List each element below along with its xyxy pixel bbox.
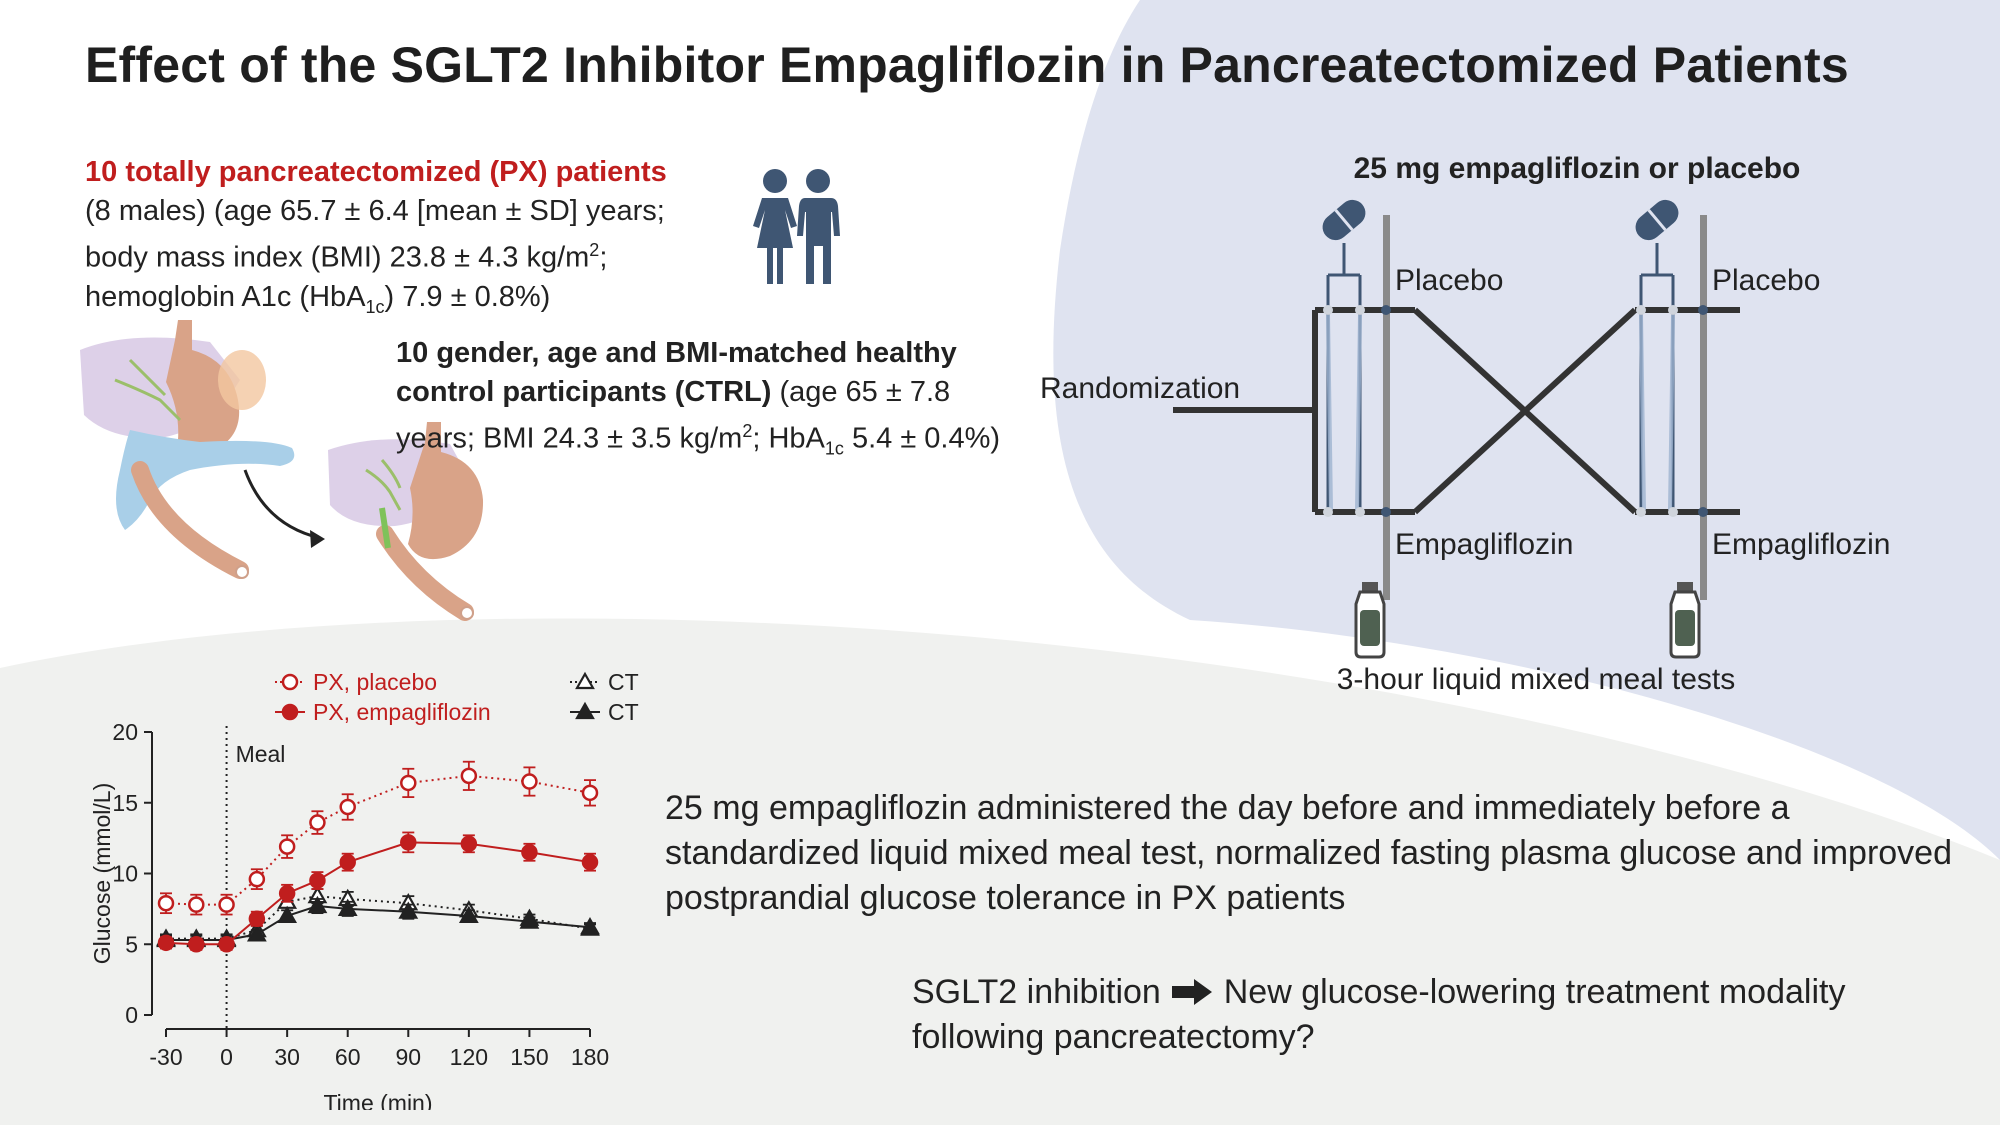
x-tick-label: 30	[274, 1044, 300, 1070]
data-point-ctrl-empagliflozin	[246, 924, 267, 942]
data-point-px-empagliflozin	[248, 910, 266, 928]
anatomy-after	[328, 422, 484, 621]
y-axis-label: Glucose (mmol/L)	[89, 783, 115, 964]
anatomy-illustration	[80, 320, 484, 621]
y-tick-label: 0	[125, 1002, 138, 1028]
pill-timeline-1	[1322, 199, 1391, 517]
legend-marker	[281, 703, 299, 721]
x-tick-label: 150	[510, 1044, 548, 1070]
data-point-px-empagliflozin	[188, 936, 205, 953]
pill-timeline-2	[1635, 199, 1708, 517]
glucose-chart: 0 5 10 15 20 -30 0 30 60 90 120 150 180 Time (min) Glu…	[89, 669, 640, 1110]
y-tick-label: 5	[125, 931, 138, 957]
design-header: 25 mg empagliflozin or placebo	[1354, 152, 1801, 185]
anatomy-before	[80, 320, 295, 579]
y-tick-label: 10	[112, 861, 138, 887]
x-tick-label: 180	[571, 1044, 609, 1070]
pill-icon	[1635, 199, 1679, 241]
ctrl-group-heading: 10 gender, age and BMI-matched healthy	[396, 337, 957, 369]
data-point-px-empagliflozin	[460, 835, 478, 853]
data-point-ctrl-empagliflozin	[519, 911, 540, 929]
drink-bottle-icon	[1669, 582, 1701, 659]
right-arrow-icon	[1172, 979, 1213, 1005]
data-point-px-empagliflozin	[278, 885, 296, 902]
drink-bottle-icon	[1354, 582, 1386, 659]
data-point-ctrl-empagliflozin	[307, 895, 328, 914]
question-post: New glucose-lowering treatment modality …	[912, 973, 1846, 1056]
px-group-line3: hemoglobin A1c (HbA1c) 7.9 ± 0.8%)	[85, 280, 551, 317]
data-point-px-placebo	[248, 870, 266, 888]
data-point-px-placebo	[460, 767, 478, 785]
data-point-px-placebo	[521, 773, 538, 790]
data-point-ctrl-empagliflozin	[580, 917, 600, 935]
data-point-px-placebo	[339, 798, 356, 816]
meal-label: Meal	[236, 741, 286, 767]
ctrl-group-line2: control participants (CTRL) (age 65 ± 7.…	[396, 376, 951, 408]
study-design-diagram: 25 mg empagliflozin or placebo Randomiza…	[1040, 152, 1890, 696]
data-point-px-empagliflozin	[400, 834, 417, 851]
data-point-ctrl-empagliflozin	[398, 901, 419, 919]
px-group-line1: (8 males) (age 65.7 ± 6.4 [mean ± SD] ye…	[85, 195, 665, 227]
data-point-px-placebo	[218, 896, 235, 913]
placebo-label-1: Placebo	[1395, 264, 1503, 297]
px-group-line2: body mass index (BMI) 23.8 ± 4.3 kg/m2;	[85, 240, 608, 274]
data-point-px-empagliflozin	[521, 844, 538, 861]
data-point-px-empagliflozin	[157, 934, 175, 952]
data-point-px-empagliflozin	[309, 872, 326, 889]
y-tick-label: 20	[112, 719, 138, 745]
data-point-px-placebo	[278, 838, 296, 855]
placebo-label-2: Placebo	[1712, 264, 1820, 297]
ctrl-group-description: 10 gender, age and BMI-matched healthy c…	[396, 334, 1036, 468]
x-tick-label: 0	[220, 1044, 233, 1070]
pill-icon	[1322, 199, 1366, 241]
data-point-ctrl-empagliflozin	[458, 905, 479, 924]
question-pre: SGLT2 inhibition	[912, 973, 1161, 1011]
ctrl-group-line3: years; BMI 24.3 ± 3.5 kg/m2; HbA1c 5.4 ±…	[396, 421, 1001, 459]
legend-marker	[575, 671, 595, 690]
legend-label: PX, placebo	[313, 669, 437, 695]
data-point-px-placebo	[581, 784, 599, 802]
legend-label: PX, empagliflozin	[313, 699, 491, 725]
data-point-ctrl-empagliflozin	[277, 905, 298, 924]
series-line-ctrl-placebo	[166, 895, 591, 940]
x-tick-label: 90	[395, 1044, 421, 1070]
legend-marker	[281, 673, 299, 691]
data-point-px-placebo	[157, 894, 175, 912]
empagliflozin-label-1: Empagliflozin	[1395, 528, 1573, 561]
legend-marker	[575, 701, 595, 720]
data-point-px-empagliflozin	[339, 853, 356, 871]
legend-label: CTRL, empagliflozin	[608, 699, 640, 725]
data-point-ctrl-empagliflozin	[337, 898, 358, 916]
randomization-label: Randomization	[1040, 372, 1240, 405]
x-tick-label: 120	[450, 1044, 488, 1070]
y-tick-label: 15	[112, 790, 138, 816]
people-icon	[753, 169, 840, 284]
x-tick-label: -30	[149, 1044, 182, 1070]
px-group-description: 10 totally pancreatectomized (PX) patien…	[85, 153, 705, 326]
x-tick-label: 60	[335, 1044, 361, 1070]
data-point-px-placebo	[188, 896, 205, 913]
empagliflozin-label-2: Empagliflozin	[1712, 528, 1890, 561]
data-point-px-placebo	[400, 774, 417, 792]
px-group-heading: 10 totally pancreatectomized (PX) patien…	[85, 156, 667, 188]
data-point-px-placebo	[309, 814, 326, 831]
data-point-px-empagliflozin	[581, 853, 599, 871]
x-axis-label: Time (min)	[323, 1090, 432, 1110]
legend-label: CTRL, placebo	[608, 669, 640, 695]
conclusion-text: 25 mg empagliflozin administered the day…	[665, 789, 1953, 917]
data-point-px-empagliflozin	[218, 936, 235, 953]
page-title: Effect of the SGLT2 Inhibitor Empagliflo…	[85, 37, 1849, 93]
meal-tests-label: 3-hour liquid mixed meal tests	[1337, 663, 1736, 696]
question-text: SGLT2 inhibition New glucose-lowering tr…	[912, 970, 1972, 1060]
